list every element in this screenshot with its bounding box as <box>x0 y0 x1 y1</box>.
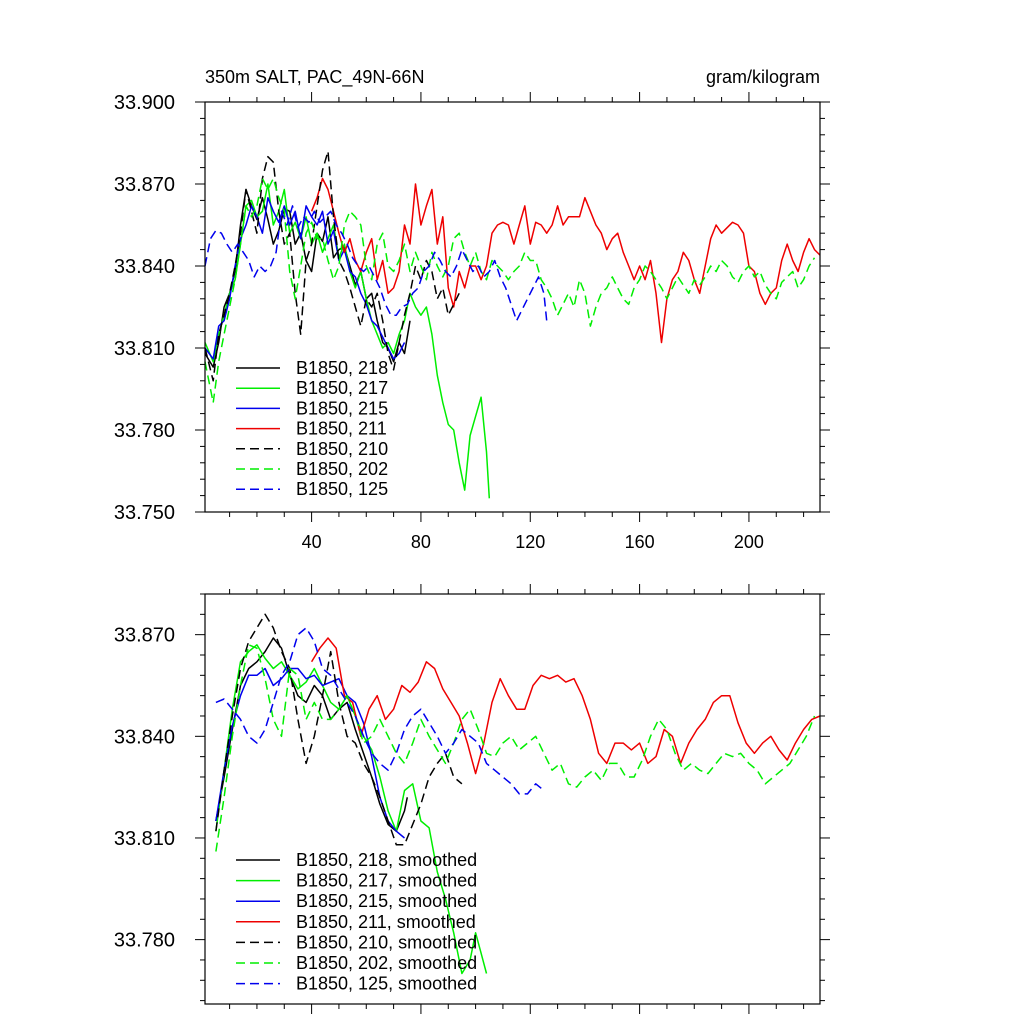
bottom-panel-series <box>215 613 821 975</box>
y-tick-label: 33.840 <box>114 726 175 748</box>
legend-label: B1850, 125, smoothed <box>296 974 477 994</box>
y-tick-label: 33.810 <box>114 828 175 850</box>
bottom-panel-tick-labels: 33.780 33.810 33.840 33.870 <box>114 625 175 952</box>
bottom-panel-frame <box>204 593 821 1005</box>
x-tick-label: 200 <box>734 532 764 552</box>
chart-title: 350m SALT, PAC_49N-66N <box>205 67 424 88</box>
series-line <box>215 613 463 846</box>
series-line <box>310 177 821 344</box>
series-line <box>215 637 409 832</box>
series-line <box>204 188 411 368</box>
y-tick-label: 33.870 <box>114 174 175 196</box>
y-tick-label: 33.870 <box>114 625 175 647</box>
legend-label: B1850, 210 <box>296 439 388 459</box>
legend-label: B1850, 217 <box>296 378 388 398</box>
series-line <box>215 627 545 795</box>
series-line <box>215 667 405 839</box>
units-label: gram/kilogram <box>706 67 820 87</box>
x-tick-label: 120 <box>515 532 545 552</box>
legend-label: B1850, 125 <box>296 479 388 499</box>
y-tick-label: 33.810 <box>114 338 175 360</box>
legend-label: B1850, 210, smoothed <box>296 932 477 952</box>
y-tick-label: 33.750 <box>114 502 175 524</box>
top-panel-series <box>204 150 821 499</box>
legend-label: B1850, 217, smoothed <box>296 871 477 891</box>
legend-label: B1850, 211, smoothed <box>296 912 476 932</box>
series-line <box>204 150 460 382</box>
y-tick-label: 33.780 <box>114 420 175 442</box>
x-tick-label: 40 <box>302 532 322 552</box>
legend-label: B1850, 218, smoothed <box>296 850 477 870</box>
x-tick-label: 160 <box>625 532 655 552</box>
top-panel: 40 80 120 160 200 33.750 33.780 33.810 33.840 33.… <box>114 92 830 552</box>
series-line <box>204 196 406 360</box>
legend-label: B1850, 218 <box>296 358 388 378</box>
series-line <box>310 637 821 775</box>
legend-label: B1850, 202, smoothed <box>296 953 477 973</box>
legend-label: B1850, 202 <box>296 459 388 479</box>
series-line <box>204 205 548 322</box>
y-tick-label: 33.840 <box>114 256 175 278</box>
top-panel-frame <box>204 101 821 513</box>
legend-label: B1850, 215 <box>296 398 388 418</box>
legend-label: B1850, 215, smoothed <box>296 891 477 911</box>
x-tick-label: 80 <box>411 532 431 552</box>
bottom-panel: 33.780 33.810 33.840 33.870 B1850, 218, smo… <box>114 584 830 1014</box>
legend-label: B1850, 211 <box>296 419 387 439</box>
y-tick-label: 33.900 <box>114 92 175 114</box>
top-panel-ticks <box>195 92 830 522</box>
bottom-panel-ticks <box>195 584 830 1014</box>
top-panel-tick-labels: 40 80 120 160 200 33.750 33.780 33.810 33.840 33.… <box>114 92 764 552</box>
y-tick-label: 33.780 <box>114 930 175 952</box>
series-line <box>215 644 816 852</box>
